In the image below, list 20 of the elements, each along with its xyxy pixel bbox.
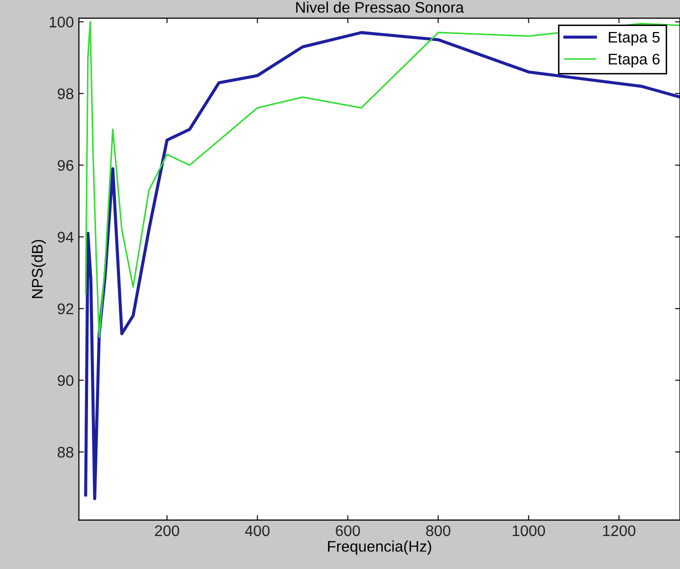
x-tick-label: 1200 [603,525,636,536]
legend-label: Etapa 6 [608,54,660,68]
y-axis-title: NPS(dB) [32,240,46,298]
y-tick-label: 90 [58,375,74,386]
x-tick-label: 200 [155,525,180,536]
line-series [84,21,680,338]
y-tick-label: 98 [58,88,74,100]
line-series [84,31,680,500]
y-tick-label: 88 [58,446,74,458]
x-tick-label: 600 [336,525,360,536]
y-tick-label: 92 [58,303,74,314]
y-tick-label: 100 [50,16,74,28]
x-tick-label: 1000 [512,525,545,536]
y-tick-label: 94 [58,232,74,243]
chart-title: Nivel de Pressao Sonora [296,2,464,13]
x-tick-label: 800 [426,525,450,536]
x-tick-label: 400 [245,525,270,536]
legend-label: Etapa 5 [608,32,660,46]
y-tick-label: 96 [58,160,74,171]
x-axis-title: Frequencia(Hz) [328,540,432,555]
